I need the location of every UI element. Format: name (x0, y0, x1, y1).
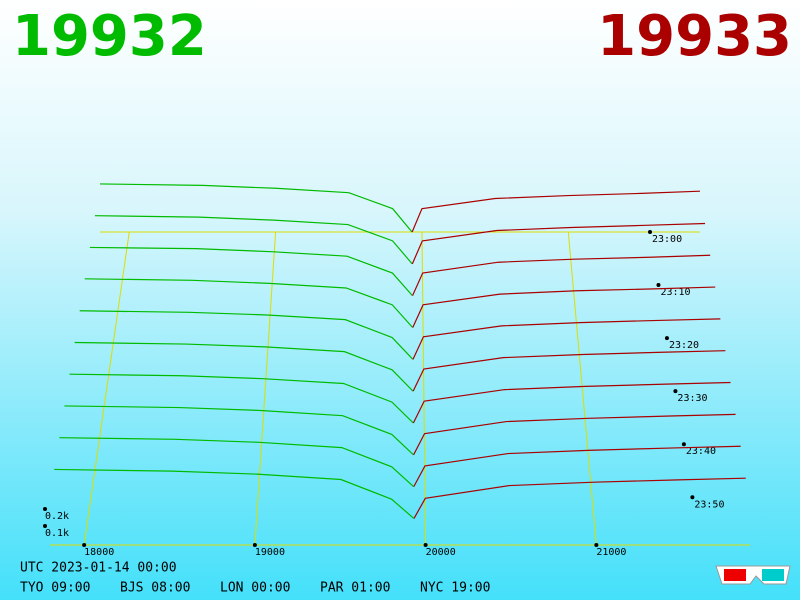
ask-depth-line (413, 445, 741, 487)
ask-depth-line (412, 350, 726, 392)
time-tick-label: 23:00 (652, 234, 682, 245)
depth-tick (43, 524, 47, 528)
time-tick (656, 283, 661, 288)
bid-depth-line (84, 278, 414, 328)
price-tick (82, 543, 87, 547)
bid-depth-line (59, 437, 415, 488)
time-tick-label: 23:50 (694, 499, 724, 510)
utc-time: UTC 2023-01-14 00:00 (20, 561, 177, 576)
time-tick (673, 389, 678, 394)
time-tick-label: 23:40 (686, 446, 716, 457)
clock: PAR 01:00 (320, 581, 390, 596)
price-grid-line (567, 231, 597, 546)
ask-depth-line (412, 286, 716, 328)
bid-depth-line (69, 373, 414, 424)
bid-depth-line (89, 246, 413, 297)
price-tick-label: 19000 (255, 547, 285, 558)
clock: BJS 08:00 (120, 581, 190, 596)
ask-depth-line (413, 413, 736, 456)
ask-depth-line (412, 254, 711, 296)
ask-depth-line (411, 190, 701, 233)
depth-tick-label: 0.2k (45, 511, 69, 522)
price-tick-label: 21000 (596, 547, 626, 558)
depth-tick (43, 507, 47, 511)
price-tick (594, 543, 599, 547)
bid-depth-line (54, 468, 415, 519)
ask-price: 19933 (597, 4, 792, 69)
glasses-icon (715, 565, 791, 585)
bid-depth-line (99, 183, 413, 233)
ask-depth-line (411, 222, 706, 265)
price-tick-label: 18000 (84, 547, 114, 558)
depth-tick-label: 0.1k (45, 528, 69, 539)
time-tick (648, 230, 652, 234)
time-tick (690, 495, 695, 500)
bid-price: 19932 (12, 4, 207, 69)
clock: TYO 09:00 (20, 581, 90, 596)
time-tick-label: 23:20 (669, 340, 699, 351)
price-tick (252, 543, 257, 547)
bid-depth-line (64, 405, 414, 456)
ask-depth-line (412, 318, 721, 360)
bid-depth-line (74, 341, 414, 392)
price-tick-label: 20000 (426, 547, 456, 558)
bid-depth-line (79, 310, 414, 360)
time-tick (681, 442, 686, 447)
bid-depth-line (94, 215, 413, 265)
time-tick (664, 336, 669, 341)
price-grid-line (421, 231, 427, 546)
price-tick (423, 543, 428, 547)
price-grid-line (83, 231, 130, 546)
ask-depth-line (412, 381, 731, 424)
clock: NYC 19:00 (420, 581, 490, 596)
time-tick-label: 23:10 (660, 287, 690, 298)
ask-depth-line (413, 477, 746, 519)
time-tick-label: 23:30 (677, 393, 707, 404)
price-grid-line (254, 231, 277, 546)
clock: LON 00:00 (220, 581, 290, 596)
